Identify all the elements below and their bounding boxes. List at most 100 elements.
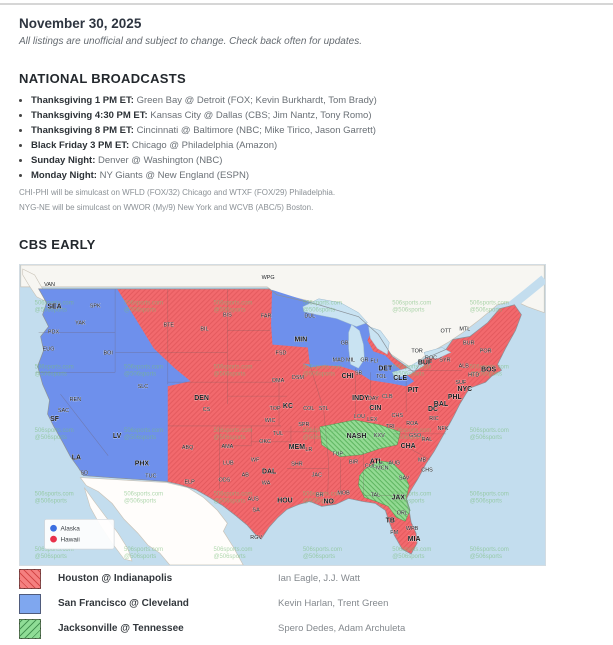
- broadcast-item-text: Denver @ Washington (NBC): [95, 155, 223, 166]
- region-green-tennessee: [319, 419, 401, 457]
- watermark-text: 506sports.com: [392, 301, 431, 307]
- watermark-text: @506sports: [303, 554, 335, 560]
- watermark-text: 506sports.com: [35, 547, 74, 553]
- legend-swatch-green: [19, 618, 41, 639]
- broadcast-item-text: Cincinnati @ Baltimore (NBC; Mike Tirico…: [133, 125, 376, 136]
- legend-announcers: Ian Eagle, J.J. Watt: [278, 573, 361, 584]
- map-city-label: SA: [253, 507, 261, 513]
- legend-announcers: Kevin Harlan, Trent Green: [278, 598, 389, 609]
- map-city-label: RAL: [422, 437, 433, 443]
- map-city-label: HOU: [277, 497, 292, 504]
- map-city-label: SAV: [399, 476, 410, 482]
- map-city-label: MTL: [459, 327, 470, 333]
- watermark-text: 506sports.com: [470, 491, 509, 497]
- watermark-text: @506sports: [35, 308, 67, 314]
- map-city-label: JAX: [391, 494, 405, 501]
- map-city-label: CHS: [391, 413, 403, 419]
- map-legend-table: Houston @ Indianapolis Ian Eagle, J.J. Wa…: [19, 568, 613, 639]
- map-city-label: PHX: [135, 461, 150, 468]
- watermark-text: 506sports.com: [213, 547, 252, 553]
- watermark-text: @506sports: [392, 554, 424, 560]
- region-red-sioux-falls-island: [259, 343, 310, 369]
- watermark-text: @506sports: [213, 371, 245, 377]
- watermark-text: 506sports.com: [392, 547, 431, 553]
- map-city-label: FSD: [276, 350, 287, 356]
- watermark-text: 506sports.com: [124, 491, 163, 497]
- map-city-label: SF: [50, 416, 59, 423]
- map-city-label: MAD: [333, 357, 345, 363]
- watermark-text: @506sports: [303, 371, 335, 377]
- map-city-label: FAR: [261, 314, 272, 320]
- map-city-label: CS: [203, 407, 211, 413]
- map-city-label: NFK: [437, 426, 448, 432]
- city-labels-layer: VAN WPG OTT MTL TOR SEA SPK YAK PDX EUG BOI BTE BIL R…: [42, 275, 496, 544]
- legend-game: Houston @ Indianapolis: [58, 573, 173, 584]
- watermark-text: 506sports.com: [35, 364, 74, 370]
- map-city-label: MOB: [337, 490, 350, 496]
- map-city-label: WF: [251, 458, 260, 464]
- coverage-map-svg: 506sports.com@506sports506sports.com@506…: [20, 265, 545, 565]
- watermark-text: 506sports.com: [470, 428, 509, 434]
- map-city-label: CIN: [369, 405, 381, 412]
- map-city-label: YAK: [75, 321, 86, 327]
- watermark-text: 506sports.com: [392, 491, 431, 497]
- watermark-text: @506sports: [303, 435, 335, 441]
- broadcast-item: Monday Night: NY Giants @ New England (E…: [31, 168, 613, 183]
- watermark-text: 506sports.com: [303, 547, 342, 553]
- broadcast-item: Thanksgiving 8 PM ET: Cincinnati @ Balti…: [31, 123, 613, 138]
- broadcast-item-text: Chicago @ Philadelphia (Amazon): [129, 140, 278, 151]
- map-city-label: SPR: [298, 422, 309, 428]
- map-city-label: CHI: [342, 373, 354, 380]
- map-city-label: INDY: [352, 395, 369, 402]
- watermark-text: @506sports: [392, 435, 424, 441]
- map-city-label: HTD: [468, 372, 479, 378]
- watermark-text: 506sports.com: [470, 301, 509, 307]
- map-city-label: DC: [428, 406, 438, 413]
- map-city-label: TRI: [386, 424, 395, 430]
- map-city-label: ATL: [370, 459, 384, 466]
- inset-dot-hawaii: [50, 535, 57, 543]
- map-city-label: BAL: [434, 401, 449, 408]
- map-city-label: RGV: [250, 535, 262, 541]
- map-city-label: BTE: [163, 323, 174, 329]
- watermark-text: 506sports.com: [124, 301, 163, 307]
- broadcast-item: Thanksgiving 4:30 PM ET: Kansas City @ D…: [31, 108, 613, 123]
- map-city-label: GB: [341, 340, 349, 346]
- map-city-label: SUF: [455, 380, 467, 386]
- map-city-label: TB: [386, 517, 395, 524]
- map-city-label: BOI: [103, 350, 113, 356]
- watermark-text: 506sports.com: [303, 428, 342, 434]
- map-city-label: WPG: [262, 275, 275, 281]
- map-city-label: AUS: [248, 496, 260, 502]
- map-city-label: LR: [305, 447, 312, 453]
- map-city-label: BOS: [481, 366, 496, 373]
- map-city-label: SHR: [291, 462, 303, 468]
- map-city-label: SEA: [47, 304, 61, 311]
- coverage-map: 506sports.com @506sports 506sports.com @506…: [19, 264, 546, 566]
- map-city-label: LV: [113, 433, 122, 440]
- map-city-label: CLE: [393, 375, 407, 382]
- watermark-text: @506sports: [470, 308, 502, 314]
- watermark-text: 506sports.com: [213, 428, 252, 434]
- watermark-text: 506sports.com: [470, 547, 509, 553]
- map-city-label: BR: [316, 492, 324, 498]
- map-city-label: GSO: [409, 433, 421, 439]
- map-city-label: BIS: [223, 313, 232, 319]
- watermark-text: 506sports.com: [303, 301, 342, 307]
- state-borders: [35, 288, 462, 498]
- map-city-label: MIN: [295, 336, 308, 343]
- cbs-early-heading: CBS EARLY: [19, 237, 96, 252]
- watermark-text: 506sports.com: [213, 491, 252, 497]
- simulcast-notes: CHI-PHI will be simulcast on WFLD (FOX/3…: [19, 185, 613, 215]
- legend-row: San Francisco @ Cleveland Kevin Harlan, T…: [19, 593, 613, 614]
- map-city-label: DET: [378, 365, 393, 372]
- watermark-text: @506sports: [35, 371, 67, 377]
- map-city-label: SAC: [58, 408, 69, 414]
- broadcast-item: Thanksgiving 1 PM ET: Green Bay @ Detroi…: [31, 93, 613, 108]
- legend-swatch-red: [19, 568, 41, 589]
- map-city-label: WIC: [265, 418, 276, 424]
- watermark-text: @506sports: [470, 498, 502, 504]
- broadcast-item: Sunday Night: Denver @ Washington (NBC): [31, 153, 613, 168]
- legend-row: Jacksonville @ Tennessee Spero Dedes, Ada…: [19, 618, 613, 639]
- watermark-text: 506sports.com: [124, 364, 163, 370]
